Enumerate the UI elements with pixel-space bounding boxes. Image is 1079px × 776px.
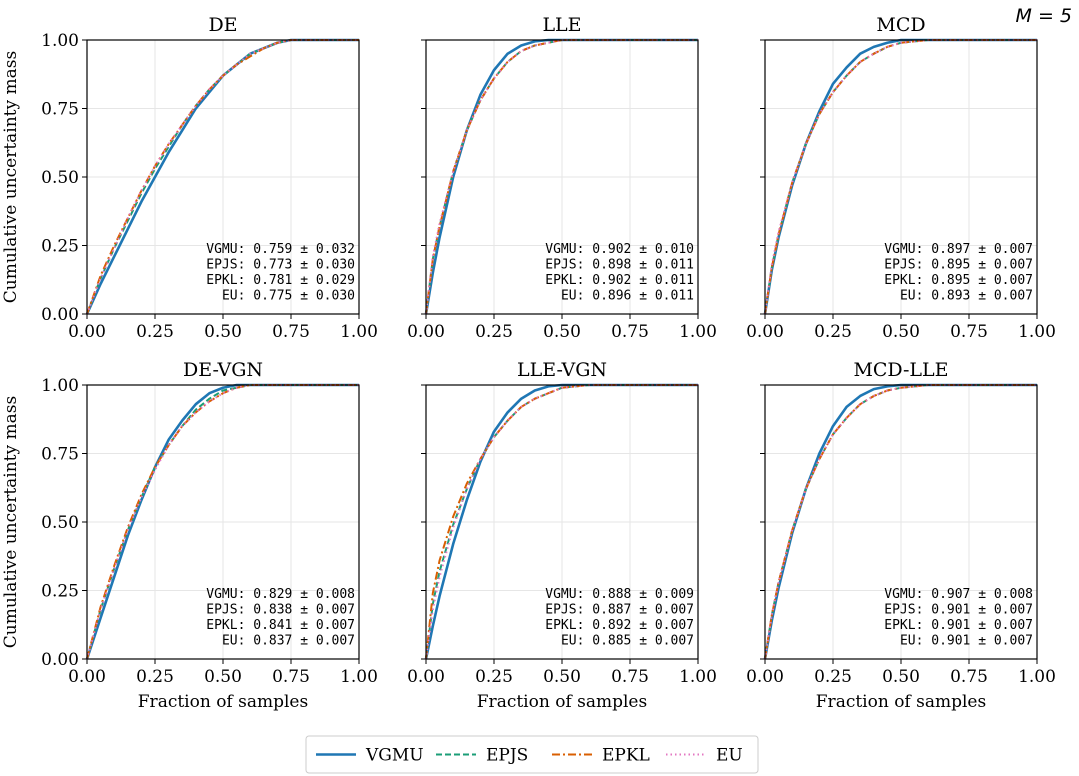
subplot-de: 0.000.00 0.25 0.25 0.50 0.50 0.75 0.75 1.00 1.00… (1, 14, 378, 342)
legend-frame (305, 735, 759, 774)
metric-annotation: VGMU: 0.897 ± 0.007 (884, 242, 1033, 257)
x-tick-label: 0.75 (950, 667, 988, 687)
x-tick-label: 1.00 (1018, 322, 1056, 342)
subplot-title: MCD-LLE (853, 359, 948, 381)
x-tick-label: 1.00 (340, 667, 378, 687)
x-tick-label: 0.50 (882, 667, 920, 687)
x-tick-label: 0.75 (950, 322, 988, 342)
y-axis-label: Cumulative uncertainty mass (1, 396, 21, 648)
subplot-lle-vgn: 0.00 0.25 0.50 0.75 1.00 LLE-VGN Fraction of s… (407, 359, 717, 712)
metric-annotation: EU: 0.893 ± 0.007 (900, 289, 1033, 304)
x-tick-label: 0.00 (746, 667, 784, 687)
subplot-mcd-lle: 0.00 0.25 0.50 0.75 1.00 MCD-LLE Fraction of s… (746, 359, 1056, 712)
metric-annotation: VGMU: 0.829 ± 0.008 (206, 587, 355, 602)
metric-annotation: EPJS: 0.887 ± 0.007 (545, 603, 694, 618)
metric-annotation: VGMU: 0.759 ± 0.032 (206, 242, 355, 257)
x-tick-label: 0.00 (68, 667, 106, 687)
legend: VGMU EPJS EPKL EU (305, 735, 759, 774)
subplot-title: MCD (876, 14, 925, 36)
y-tick-label: 0.50 (41, 513, 79, 533)
x-tick-label: 0.00 (407, 322, 445, 342)
subplot-mcd: 0.00 0.25 0.50 0.75 1.00 MCD VGMU: 0.897 ± 0.0… (746, 14, 1056, 342)
x-tick-label: 0.50 (204, 667, 242, 687)
series-line-eu (86, 39, 359, 315)
x-tick-label: 0.75 (272, 322, 310, 342)
metric-annotation: EU: 0.885 ± 0.007 (561, 634, 694, 649)
y-tick-label: 0.75 (41, 100, 79, 120)
metric-annotation: EU: 0.775 ± 0.030 (222, 289, 355, 304)
x-tick-label: 0.25 (814, 667, 852, 687)
x-axis-label: Fraction of samples (816, 692, 986, 712)
subplot-title: LLE-VGN (517, 359, 607, 381)
x-tick-label: 0.75 (272, 667, 310, 687)
subplot-title: DE-VGN (183, 359, 263, 381)
metric-annotation: EPJS: 0.901 ± 0.007 (884, 603, 1033, 618)
subplot-title: LLE (542, 14, 581, 36)
x-axis-label: Fraction of samples (138, 692, 308, 712)
x-tick-label: 0.25 (136, 322, 174, 342)
metric-annotation: EPJS: 0.773 ± 0.030 (206, 258, 355, 273)
x-tick-label: 0.50 (543, 667, 581, 687)
x-tick-label: 1.00 (679, 667, 717, 687)
x-axis-label: Fraction of samples (477, 692, 647, 712)
x-tick-label: 0.50 (882, 322, 920, 342)
metric-annotation: VGMU: 0.902 ± 0.010 (545, 242, 694, 257)
x-tick-label: 0.25 (475, 322, 513, 342)
y-tick-label: 0.25 (41, 582, 79, 602)
subplot-lle: 0.00 0.25 0.50 0.75 1.00 LLE VGMU: 0.902 ± 0.0… (407, 14, 717, 342)
metric-annotation: EPJS: 0.895 ± 0.007 (884, 258, 1033, 273)
x-tick-label: 1.00 (1018, 667, 1056, 687)
legend-label-eu: EU (716, 746, 743, 766)
metric-annotation: EU: 0.901 ± 0.007 (900, 634, 1033, 649)
y-tick-label: 1.00 (41, 31, 79, 51)
metric-annotation: EPKL: 0.781 ± 0.029 (206, 273, 355, 288)
y-axis-label: Cumulative uncertainty mass (1, 51, 21, 303)
series-line-eu (764, 384, 1037, 660)
suptitle: M = 5 (1016, 5, 1072, 27)
metric-annotation: VGMU: 0.907 ± 0.008 (884, 587, 1033, 602)
metric-annotation: EPKL: 0.895 ± 0.007 (884, 273, 1033, 288)
y-tick-label: 1.00 (41, 376, 79, 396)
legend-label-epkl: EPKL (602, 746, 650, 766)
metric-annotation: EPKL: 0.841 ± 0.007 (206, 618, 355, 633)
y-tick-label: 0.00 (41, 305, 79, 325)
legend-label-vgmu: VGMU (365, 746, 424, 766)
subplot-title: DE (208, 14, 237, 36)
x-tick-label: 0.00 (746, 322, 784, 342)
metric-annotation: VGMU: 0.888 ± 0.009 (545, 587, 694, 602)
x-tick-label: 0.75 (611, 667, 649, 687)
metric-annotation: EPJS: 0.838 ± 0.007 (206, 603, 355, 618)
x-tick-label: 1.00 (679, 322, 717, 342)
metric-annotation: EPJS: 0.898 ± 0.011 (545, 258, 694, 273)
metric-annotation: EPKL: 0.902 ± 0.011 (545, 273, 694, 288)
subplot-de-vgn: 0.000.00 0.25 0.25 0.50 0.50 0.75 0.75 1.00 1.00… (1, 359, 378, 712)
y-tick-label: 0.25 (41, 237, 79, 257)
x-tick-label: 0.75 (611, 322, 649, 342)
x-tick-label: 0.00 (407, 667, 445, 687)
x-tick-label: 0.25 (136, 667, 174, 687)
y-tick-label: 0.00 (41, 650, 79, 670)
legend-label-epjs: EPJS (486, 746, 528, 766)
metric-annotation: EU: 0.896 ± 0.011 (561, 289, 694, 304)
x-tick-label: 0.25 (475, 667, 513, 687)
metric-annotation: EU: 0.837 ± 0.007 (222, 634, 355, 649)
x-tick-label: 0.00 (68, 322, 106, 342)
x-tick-label: 0.50 (543, 322, 581, 342)
x-tick-label: 1.00 (340, 322, 378, 342)
y-tick-label: 0.75 (41, 445, 79, 465)
y-tick-label: 0.50 (41, 168, 79, 188)
x-tick-label: 0.50 (204, 322, 242, 342)
metric-annotation: EPKL: 0.901 ± 0.007 (884, 618, 1033, 633)
metric-annotation: EPKL: 0.892 ± 0.007 (545, 618, 694, 633)
x-tick-label: 0.25 (814, 322, 852, 342)
